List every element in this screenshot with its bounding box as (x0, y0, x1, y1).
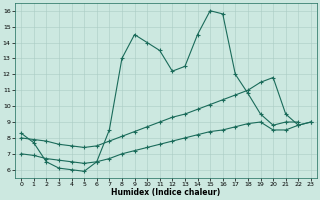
X-axis label: Humidex (Indice chaleur): Humidex (Indice chaleur) (111, 188, 221, 197)
